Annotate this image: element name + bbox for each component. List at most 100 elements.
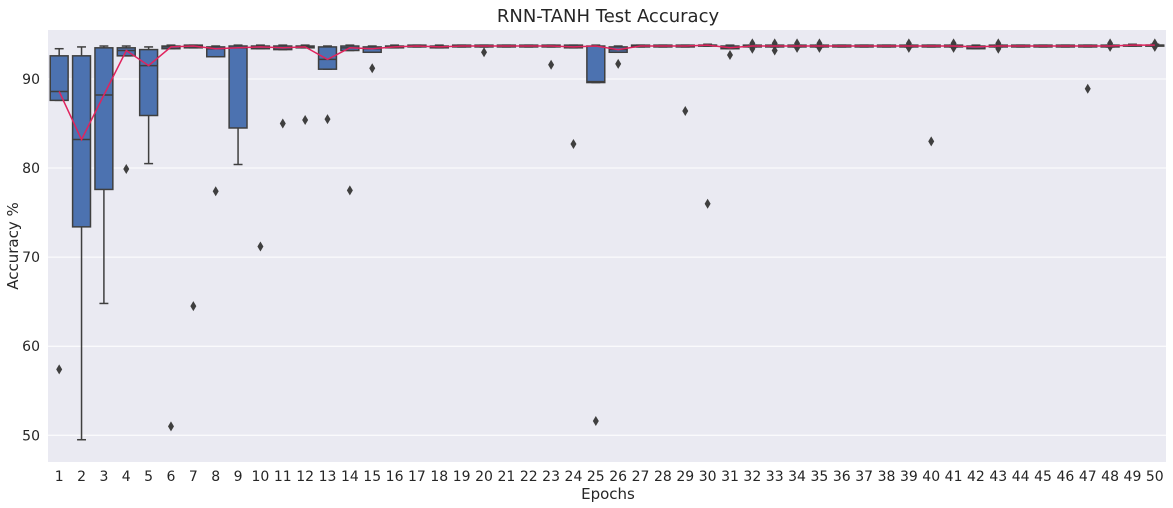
x-tick-label: 14 <box>341 469 359 485</box>
outlier-point <box>615 58 622 69</box>
outlier-point <box>279 118 286 129</box>
outlier-point <box>548 59 555 70</box>
outlier-point <box>212 186 219 197</box>
x-tick-label: 16 <box>386 469 404 485</box>
x-tick-label: 30 <box>699 469 717 485</box>
mean-line <box>58 44 1155 142</box>
box-epoch-3 <box>94 45 114 305</box>
outlier-point <box>302 114 309 125</box>
x-tick-label: 32 <box>743 469 761 485</box>
x-tick-label: 21 <box>497 469 515 485</box>
box-body <box>228 45 248 129</box>
box-body <box>94 47 114 191</box>
outlier-point <box>928 136 935 147</box>
outlier-point <box>1084 83 1091 94</box>
outlier-point <box>369 63 376 74</box>
box-body <box>71 55 92 228</box>
x-axis-label: Epochs <box>581 485 635 503</box>
chart-title: RNN-TANH Test Accuracy <box>497 6 720 27</box>
x-tick-label: 23 <box>542 469 560 485</box>
outlier-point <box>56 364 63 375</box>
outlier-point <box>771 45 778 56</box>
x-tick-label: 41 <box>945 469 963 485</box>
x-tick-label: 27 <box>632 469 650 485</box>
outlier-point <box>346 185 353 196</box>
outlier-point <box>257 241 264 252</box>
y-tick-label: 90 <box>22 72 40 88</box>
box-epoch-2 <box>71 46 92 441</box>
x-tick-label: 36 <box>833 469 851 485</box>
x-tick-label: 7 <box>189 469 198 485</box>
outlier-point <box>190 301 197 312</box>
x-tick-label: 17 <box>408 469 426 485</box>
y-tick-label: 70 <box>22 250 40 266</box>
x-tick-label: 3 <box>99 469 108 485</box>
x-tick-label: 13 <box>319 469 337 485</box>
x-tick-label: 8 <box>211 469 220 485</box>
outlier-point <box>167 421 174 432</box>
x-tick-label: 22 <box>520 469 538 485</box>
x-tick-label: 42 <box>967 469 985 485</box>
x-tick-label: 45 <box>1034 469 1052 485</box>
x-tick-label: 12 <box>296 469 314 485</box>
box-epoch-5 <box>138 46 159 165</box>
x-tick-label: 37 <box>855 469 873 485</box>
x-tick-label: 18 <box>430 469 448 485</box>
box-epoch-25 <box>586 44 606 427</box>
x-tick-label: 26 <box>609 469 627 485</box>
x-tick-label: 40 <box>922 469 940 485</box>
x-tick-label: 19 <box>453 469 471 485</box>
outlier-point <box>682 106 689 117</box>
x-tick-label: 31 <box>721 469 739 485</box>
outlier-point <box>726 49 733 60</box>
box-epoch-9 <box>228 44 248 166</box>
x-tick-label: 48 <box>1101 469 1119 485</box>
x-tick-label: 43 <box>989 469 1007 485</box>
x-tick-label: 25 <box>587 469 605 485</box>
x-tick-label: 38 <box>878 469 896 485</box>
x-tick-label: 15 <box>363 469 381 485</box>
y-tick-label: 80 <box>22 161 40 177</box>
x-tick-label: 46 <box>1056 469 1074 485</box>
outlier-point <box>1151 38 1158 49</box>
x-tick-label: 33 <box>766 469 784 485</box>
x-tick-label: 34 <box>788 469 806 485</box>
x-tick-label: 24 <box>565 469 583 485</box>
outlier-point <box>592 416 599 427</box>
x-tick-label: 29 <box>676 469 694 485</box>
outlier-point <box>704 198 711 209</box>
outlier-point <box>324 114 331 125</box>
x-tick-label: 4 <box>122 469 131 485</box>
x-tick-label: 44 <box>1012 469 1030 485</box>
x-tick-label: 11 <box>274 469 292 485</box>
y-tick-label: 50 <box>22 428 40 444</box>
box-body <box>586 45 606 84</box>
y-tick-labels: 50 60 70 80 90 <box>22 72 40 444</box>
x-tick-labels: 1 2 3 4 5 6 7 8 9 10 11 12 13 14 15 16 17 18 19 20 21 22 23 24 2… <box>55 469 1164 485</box>
box-body <box>206 46 226 58</box>
x-tick-label: 2 <box>77 469 86 485</box>
x-tick-label: 50 <box>1146 469 1164 485</box>
outlier-point <box>123 163 130 174</box>
y-axis-label: Accuracy % <box>4 202 22 290</box>
outlier-point <box>570 139 577 150</box>
y-tick-label: 60 <box>22 339 40 355</box>
box-epoch-13 <box>317 45 338 125</box>
x-tick-label: 10 <box>252 469 270 485</box>
x-tick-label: 39 <box>900 469 918 485</box>
x-tick-label: 47 <box>1079 469 1097 485</box>
plot-area <box>48 30 1166 462</box>
box-body <box>317 46 338 70</box>
box-body <box>49 55 69 102</box>
box-body <box>362 46 382 54</box>
x-tick-label: 5 <box>144 469 153 485</box>
x-tick-label: 9 <box>234 469 243 485</box>
x-tick-label: 28 <box>654 469 672 485</box>
outlier-point <box>481 47 488 58</box>
x-tick-label: 35 <box>811 469 829 485</box>
x-tick-label: 20 <box>475 469 493 485</box>
box-epoch-1 <box>49 47 69 375</box>
x-tick-label: 1 <box>55 469 64 485</box>
x-tick-label: 49 <box>1124 469 1142 485</box>
